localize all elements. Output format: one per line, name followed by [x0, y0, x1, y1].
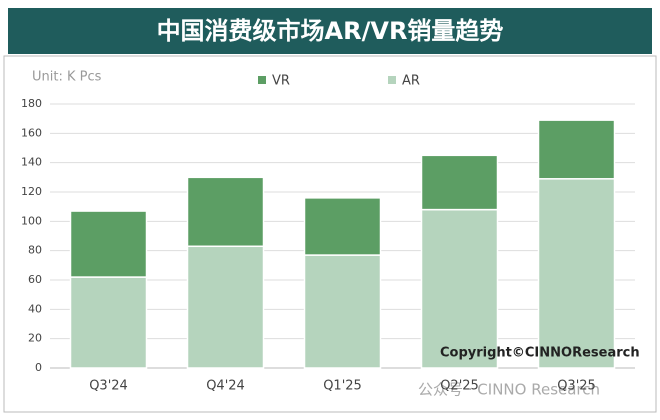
bar-segment [303, 197, 382, 256]
y-tick-label: 20 [28, 332, 42, 345]
y-tick-label: 160 [21, 126, 42, 139]
y-tick-label: 0 [35, 361, 42, 374]
y-tick-label: 140 [21, 156, 42, 169]
legend-swatch [388, 76, 396, 84]
title-band [8, 8, 652, 54]
legend-swatch [258, 76, 266, 84]
x-tick-label: Q4'24 [206, 379, 245, 394]
legend-label: VR [272, 74, 290, 89]
y-tick-label: 100 [21, 214, 42, 227]
y-tick-label: 60 [28, 273, 42, 286]
x-tick-label: Q2'25 [440, 379, 479, 394]
watermark: 公众号 · CINNO Research [418, 381, 600, 399]
copyright: Copyright©CINNOResearch [440, 346, 640, 361]
bar-segment [186, 176, 265, 248]
chart-title: 中国消费级市场AR/VR销量趋势 [157, 17, 504, 45]
bar-segment [420, 208, 499, 369]
y-tick-label: 80 [28, 244, 42, 257]
y-tick-label: 180 [21, 97, 42, 110]
y-tick-label: 120 [21, 185, 42, 198]
unit-label: Unit: K Pcs [32, 70, 102, 85]
y-tick-label: 40 [28, 302, 42, 315]
bar-segment [537, 178, 616, 369]
x-tick-label: Q1'25 [323, 379, 362, 394]
bar-segment [69, 276, 148, 369]
bar-segment [537, 119, 616, 180]
bar-segment [303, 254, 382, 369]
legend-label: AR [402, 74, 420, 89]
bar-segment [420, 154, 499, 211]
bar-segment [186, 245, 265, 369]
x-tick-label: Q3'24 [89, 379, 128, 394]
bar-segment [69, 210, 148, 278]
x-tick-label: Q3'25 [557, 379, 596, 394]
